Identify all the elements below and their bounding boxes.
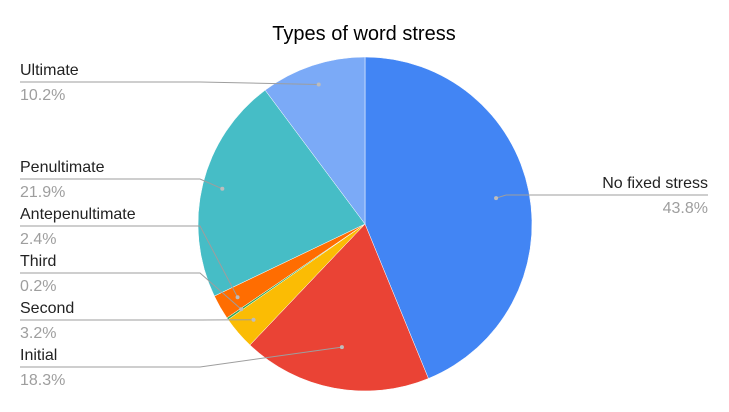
leader-dot-initial <box>339 345 344 350</box>
leader-dot-second <box>251 317 256 322</box>
pie-slices <box>197 56 533 392</box>
pie-slice-ultimate <box>264 56 366 225</box>
slice-percent-second: 3.2% <box>20 325 56 342</box>
leader-line-third <box>20 272 242 310</box>
pie-slice-penultimate <box>197 89 366 297</box>
chart-title: Types of word stress <box>272 23 455 45</box>
slice-label-penultimate: Penultimate <box>20 159 105 176</box>
leader-dot-ultimate <box>316 82 321 87</box>
leader-dot-no-fixed-stress <box>494 196 499 201</box>
slice-percent-penultimate: 21.9% <box>20 184 65 201</box>
leader-dot-antepenultimate <box>235 295 240 300</box>
slice-percent-initial: 18.3% <box>20 372 65 389</box>
leader-line-no-fixed-stress <box>495 194 708 199</box>
leader-line-penultimate <box>20 178 223 190</box>
leader-dot-third <box>239 307 244 312</box>
leader-line-antepenultimate <box>20 225 239 298</box>
slice-label-ultimate: Ultimate <box>20 62 79 79</box>
leader-line-initial <box>20 346 342 368</box>
pie-slice-initial <box>249 223 429 392</box>
slice-percent-no-fixed-stress: 43.8% <box>663 200 708 217</box>
slice-label-antepenultimate: Antepenultimate <box>20 206 136 223</box>
pie-slice-no-fixed-stress <box>364 56 533 379</box>
slice-percent-ultimate: 10.2% <box>20 87 65 104</box>
slice-label-no-fixed-stress: No fixed stress <box>602 175 708 192</box>
slice-percent-antepenultimate: 2.4% <box>20 231 56 248</box>
slice-percent-third: 0.2% <box>20 278 56 295</box>
slice-labels: No fixed stress 43.8% Initial 18.3% Second 3.… <box>20 62 708 389</box>
leader-line-ultimate <box>20 81 319 86</box>
leader-dot-penultimate <box>220 186 225 191</box>
slice-label-initial: Initial <box>20 347 57 364</box>
slice-label-second: Second <box>20 300 74 317</box>
slice-label-third: Third <box>20 253 56 270</box>
